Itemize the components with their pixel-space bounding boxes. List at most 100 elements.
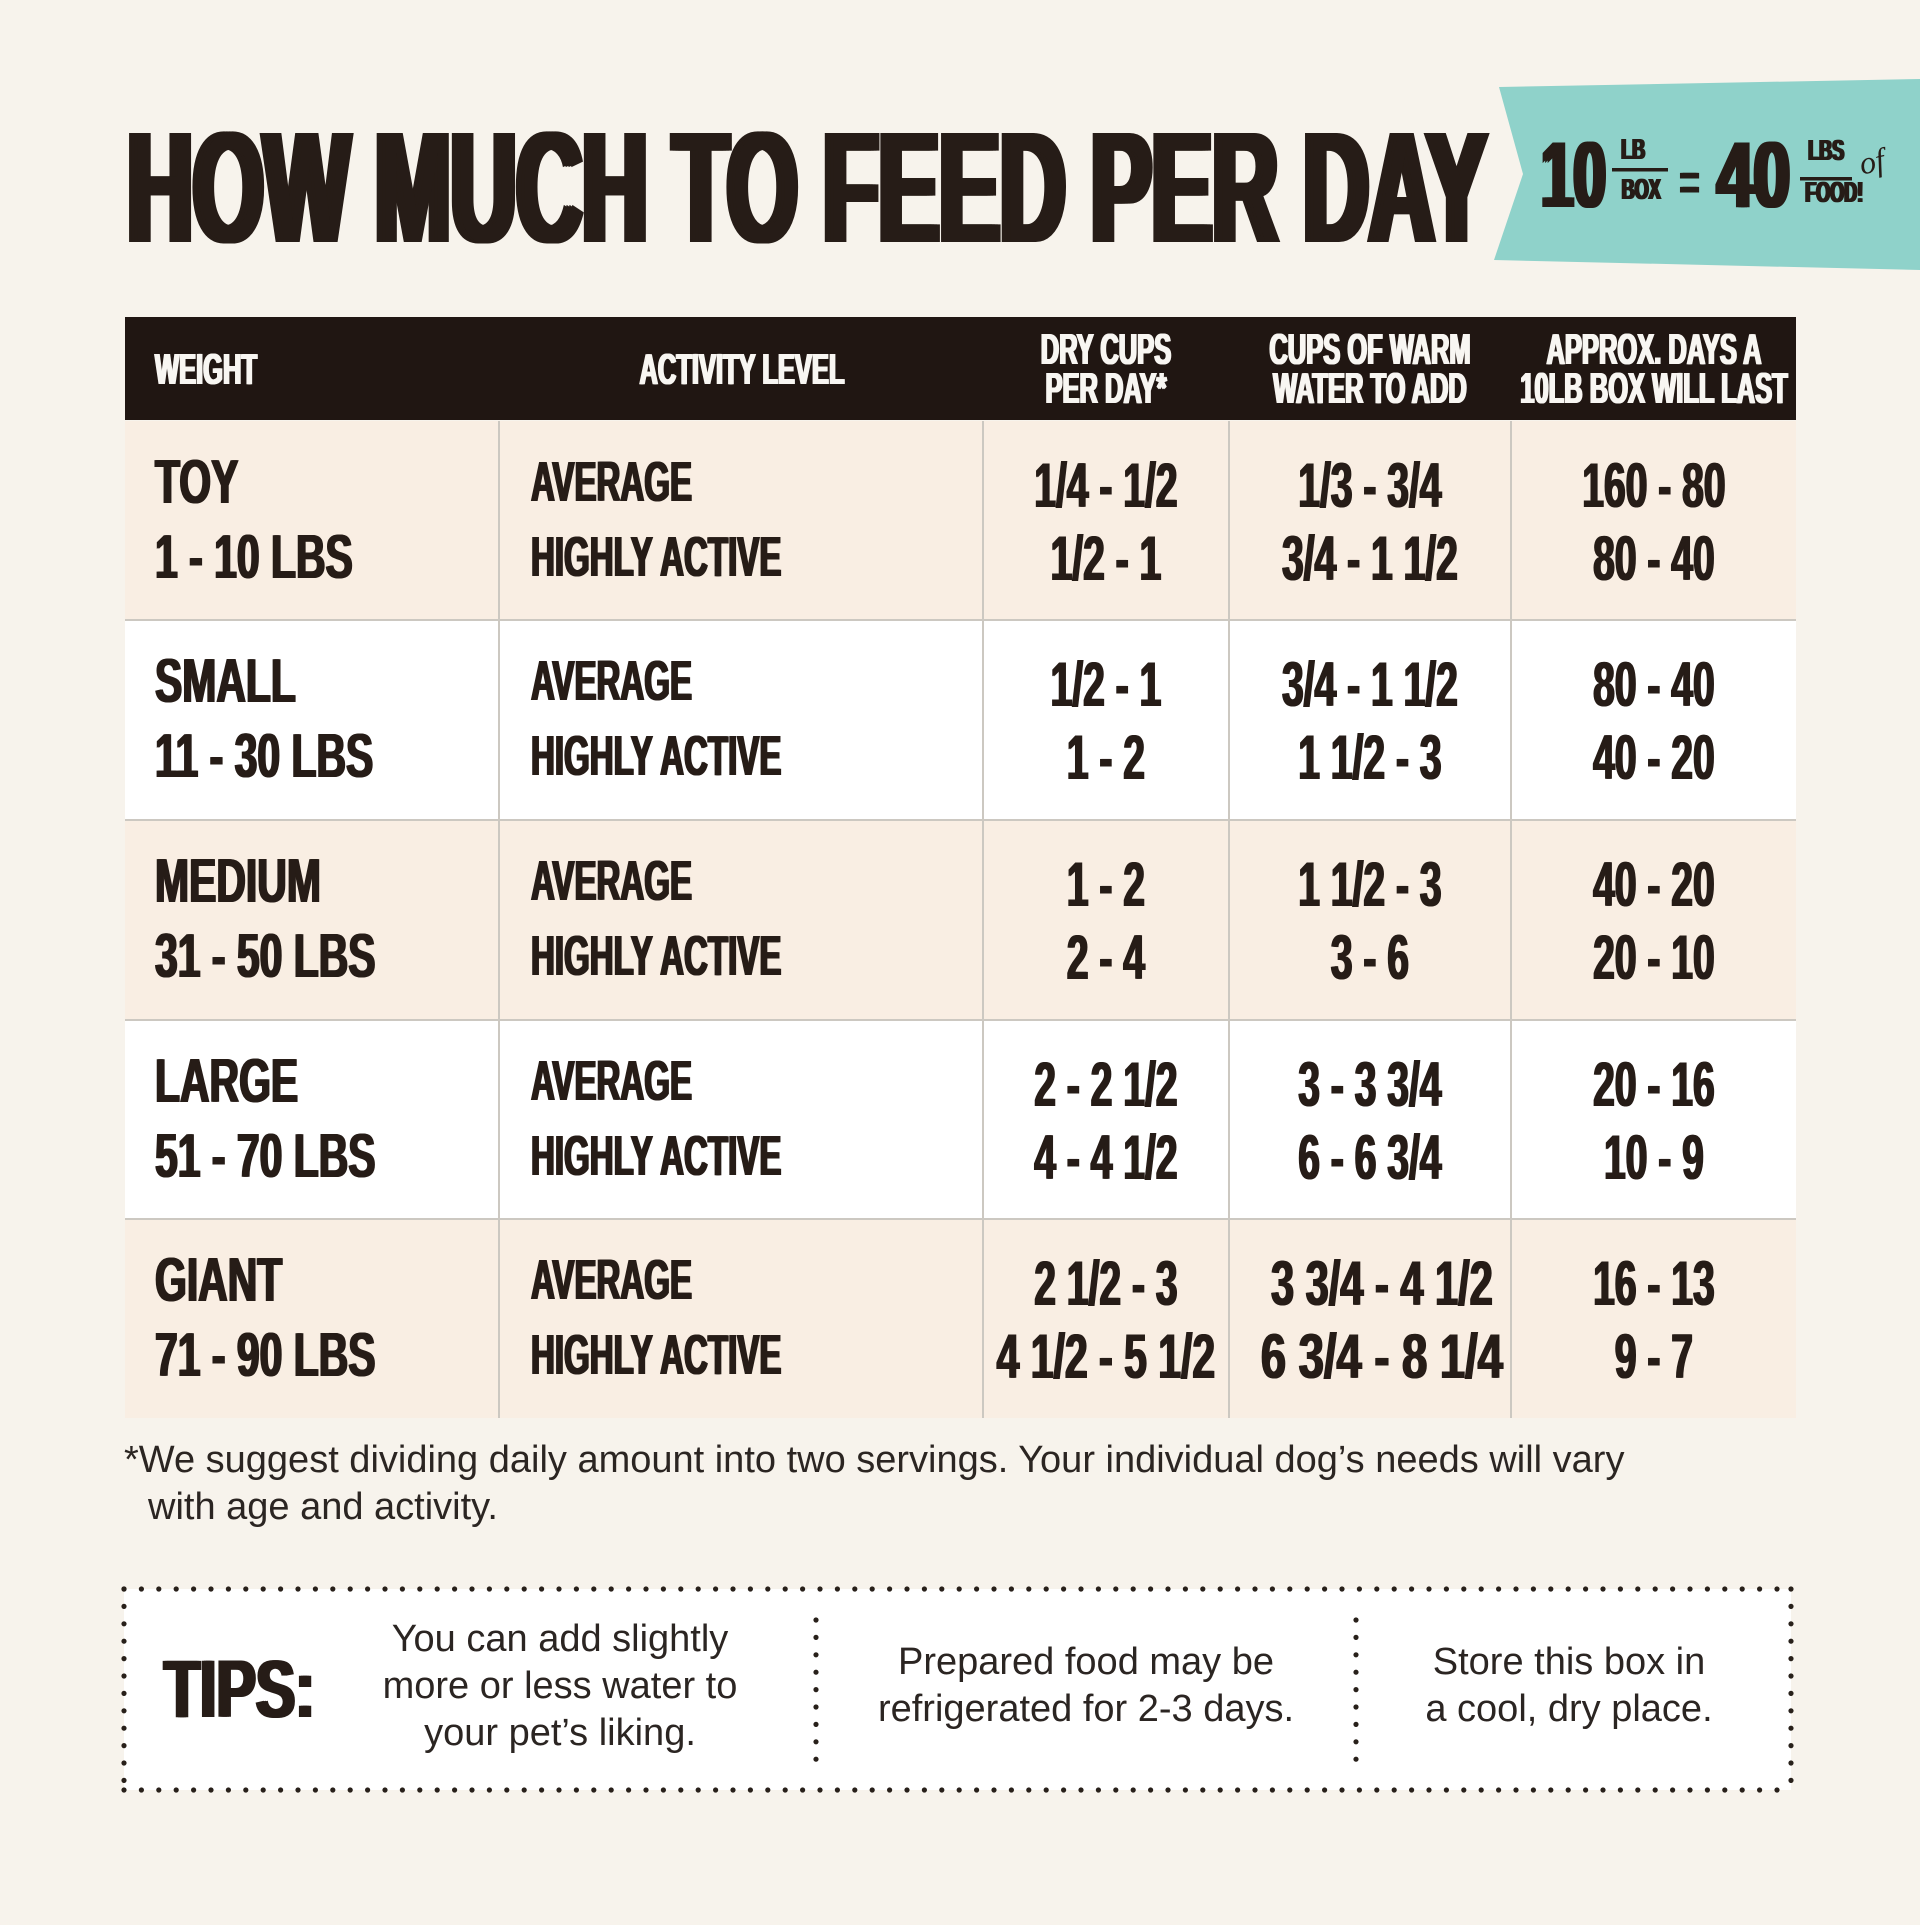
svg-text:40 - 20: 40 - 20 [1593, 851, 1715, 921]
svg-text:6 - 6 3/4: 6 - 6 3/4 [1298, 1124, 1441, 1194]
svg-text:80 - 40: 80 - 40 [1593, 525, 1715, 595]
svg-text:with age and activity.: with age and activity. [147, 1486, 498, 1528]
svg-text:HIGHLY ACTIVE: HIGHLY ACTIVE [532, 724, 782, 788]
svg-text:2 1/2 - 3: 2 1/2 - 3 [1034, 1250, 1177, 1320]
svg-text:AVERAGE: AVERAGE [531, 1248, 692, 1312]
svg-text:3/4 - 1 1/2: 3/4 - 1 1/2 [1281, 525, 1457, 595]
svg-text:SMALL: SMALL [155, 647, 296, 717]
svg-text:MEDIUM: MEDIUM [154, 847, 320, 917]
svg-text:11 - 30 LBS: 11 - 30 LBS [155, 722, 373, 792]
svg-text:1/3 - 3/4: 1/3 - 3/4 [1299, 452, 1442, 522]
svg-text:1/2 - 1: 1/2 - 1 [1051, 651, 1162, 721]
svg-text:31 - 50 LBS: 31 - 50 LBS [154, 922, 375, 992]
svg-text:HIGHLY ACTIVE: HIGHLY ACTIVE [530, 924, 780, 988]
svg-text:1/2 - 1: 1/2 - 1 [1050, 651, 1161, 721]
svg-text:FOOD!: FOOD! [1805, 177, 1863, 209]
svg-text:1 1/2 - 3: 1 1/2 - 3 [1298, 724, 1441, 794]
svg-text:TIPS:: TIPS: [166, 1644, 317, 1736]
svg-text:AVERAGE: AVERAGE [531, 450, 692, 514]
svg-text:4 - 4 1/2: 4 - 4 1/2 [1035, 1124, 1178, 1194]
svg-text:3 - 3 3/4: 3 - 3 3/4 [1297, 1051, 1440, 1121]
svg-text:51 - 70 LBS: 51 - 70 LBS [154, 1122, 375, 1192]
svg-text:3/4 - 1 1/2: 3/4 - 1 1/2 [1282, 525, 1458, 595]
svg-text:20 - 16: 20 - 16 [1593, 1051, 1715, 1121]
svg-text:1/4 - 1/2: 1/4 - 1/2 [1033, 452, 1176, 522]
svg-text:31 - 50 LBS: 31 - 50 LBS [156, 922, 377, 992]
svg-text:DRY CUPS: DRY CUPS [1041, 324, 1171, 374]
svg-text:40 - 20: 40 - 20 [1594, 724, 1716, 794]
svg-text:SMALL: SMALL [156, 647, 297, 717]
svg-text:APPROX. DAYS A: APPROX. DAYS A [1546, 324, 1761, 374]
svg-text:more or less water to: more or less water to [383, 1665, 738, 1707]
svg-text:10 - 9: 10 - 9 [1604, 1124, 1704, 1194]
svg-text:WEIGHT: WEIGHT [155, 344, 257, 394]
svg-text:LBS: LBS [1809, 135, 1845, 167]
svg-text:AVERAGE: AVERAGE [532, 849, 693, 913]
svg-text:1 1/2 - 3: 1 1/2 - 3 [1297, 724, 1440, 794]
svg-text:1 1/2 - 3: 1 1/2 - 3 [1298, 851, 1441, 921]
svg-text:TOY: TOY [156, 448, 239, 518]
svg-text:LB: LB [1620, 134, 1644, 166]
svg-text:2 - 4: 2 - 4 [1068, 924, 1146, 994]
svg-text:AVERAGE: AVERAGE [531, 1049, 692, 1113]
svg-text:3 3/4 - 4 1/2: 3 3/4 - 4 1/2 [1270, 1250, 1492, 1320]
svg-text:3 - 6: 3 - 6 [1330, 924, 1408, 994]
svg-text:40: 40 [1719, 124, 1792, 228]
svg-text:10LB BOX WILL LAST: 10LB BOX WILL LAST [1520, 363, 1787, 413]
svg-text:3/4 - 1 1/2: 3/4 - 1 1/2 [1281, 651, 1457, 721]
svg-text:WATER TO ADD: WATER TO ADD [1273, 363, 1467, 413]
svg-text:APPROX. DAYS A: APPROX. DAYS A [1545, 324, 1760, 374]
svg-text:AVERAGE: AVERAGE [530, 649, 691, 713]
svg-text:HIGHLY ACTIVE: HIGHLY ACTIVE [531, 1323, 781, 1387]
svg-text:20 - 16: 20 - 16 [1594, 1051, 1716, 1121]
svg-text:2 - 4: 2 - 4 [1067, 924, 1145, 994]
svg-text:FOOD!: FOOD! [1804, 177, 1862, 209]
svg-text:20 - 10: 20 - 10 [1593, 924, 1715, 994]
svg-text:1/2 - 1: 1/2 - 1 [1050, 525, 1161, 595]
svg-text:160 - 80: 160 - 80 [1583, 452, 1726, 522]
svg-text:CUPS OF WARM: CUPS OF WARM [1269, 324, 1470, 374]
svg-text:1 - 2: 1 - 2 [1066, 724, 1144, 794]
svg-text:3 - 6: 3 - 6 [1332, 924, 1410, 994]
svg-text:ACTIVITY LEVEL: ACTIVITY LEVEL [638, 344, 843, 394]
svg-text:ACTIVITY LEVEL: ACTIVITY LEVEL [640, 344, 845, 394]
svg-text:LB: LB [1622, 134, 1646, 166]
svg-text:51 - 70 LBS: 51 - 70 LBS [155, 1122, 376, 1192]
svg-text:16 - 13: 16 - 13 [1593, 1250, 1715, 1320]
svg-text:*We suggest dividing daily amo: *We suggest dividing daily amount into t… [124, 1439, 1624, 1481]
svg-text:AVERAGE: AVERAGE [530, 1248, 691, 1312]
svg-text:HOW MUCH TO FEED PER DAY: HOW MUCH TO FEED PER DAY [129, 100, 1489, 277]
svg-text:FOOD!: FOOD! [1806, 177, 1864, 209]
svg-text:APPROX. DAYS A: APPROX. DAYS A [1547, 324, 1762, 374]
svg-text:80 - 40: 80 - 40 [1594, 525, 1716, 595]
svg-text:10: 10 [1539, 122, 1604, 228]
svg-text:PER DAY*: PER DAY* [1045, 363, 1166, 413]
svg-text:=: = [1679, 154, 1698, 212]
svg-text:3 - 3 3/4: 3 - 3 3/4 [1299, 1051, 1442, 1121]
svg-text:1/2 - 1: 1/2 - 1 [1051, 525, 1162, 595]
svg-text:3 3/4 - 4 1/2: 3 3/4 - 4 1/2 [1271, 1250, 1493, 1320]
svg-text:31 - 50 LBS: 31 - 50 LBS [155, 922, 376, 992]
svg-text:1 - 2: 1 - 2 [1068, 851, 1146, 921]
svg-text:Prepared food may be: Prepared food may be [898, 1641, 1274, 1683]
svg-text:HIGHLY ACTIVE: HIGHLY ACTIVE [530, 525, 780, 589]
svg-text:10LB BOX WILL LAST: 10LB BOX WILL LAST [1521, 363, 1788, 413]
svg-text:11 - 30 LBS: 11 - 30 LBS [156, 722, 374, 792]
svg-text:HIGHLY ACTIVE: HIGHLY ACTIVE [530, 724, 780, 788]
svg-text:WATER TO ADD: WATER TO ADD [1272, 363, 1466, 413]
svg-text:BOX: BOX [1622, 174, 1661, 206]
svg-text:TOY: TOY [154, 448, 237, 518]
svg-text:10: 10 [1541, 122, 1606, 228]
svg-text:AVERAGE: AVERAGE [530, 849, 691, 913]
svg-text:HOW MUCH TO FEED PER DAY: HOW MUCH TO FEED PER DAY [123, 100, 1483, 277]
svg-text:160 - 80: 160 - 80 [1581, 452, 1724, 522]
svg-text:CUPS OF WARM: CUPS OF WARM [1268, 324, 1469, 374]
svg-text:2 1/2 - 3: 2 1/2 - 3 [1035, 1250, 1178, 1320]
svg-text:2 - 2 1/2: 2 - 2 1/2 [1034, 1051, 1177, 1121]
svg-text:20 - 10: 20 - 10 [1592, 924, 1714, 994]
svg-text:HIGHLY ACTIVE: HIGHLY ACTIVE [531, 1124, 781, 1188]
svg-text:HOW MUCH TO FEED PER DAY: HOW MUCH TO FEED PER DAY [126, 100, 1486, 277]
svg-text:20 - 10: 20 - 10 [1594, 924, 1716, 994]
svg-text:1/4 - 1/2: 1/4 - 1/2 [1035, 452, 1178, 522]
svg-text:HIGHLY ACTIVE: HIGHLY ACTIVE [532, 525, 782, 589]
